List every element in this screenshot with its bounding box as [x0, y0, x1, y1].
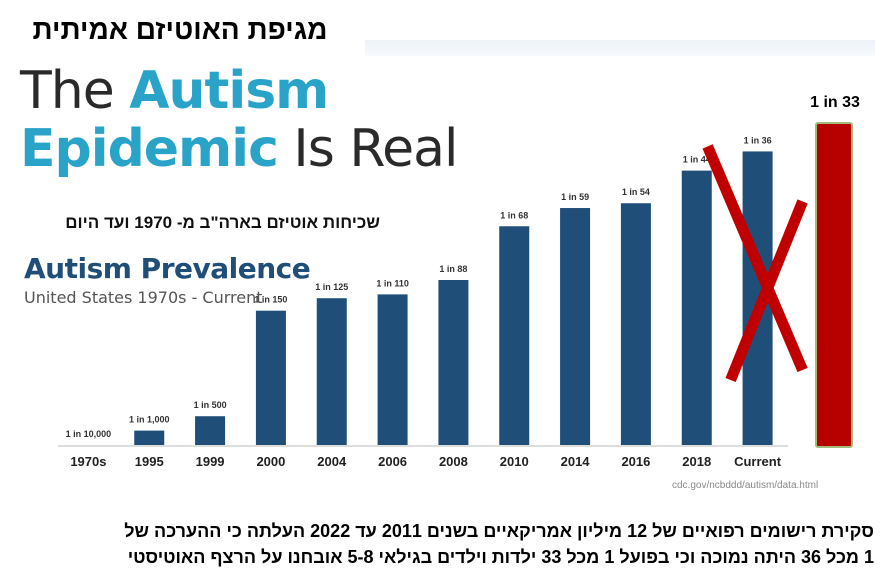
tick-labels-group: 1970s 1995 1999 2000 2004 2006 2008 2010 2014 201… [70, 454, 781, 469]
bottom-caption-line-1: סקירת רישומים רפואיים של 12 מיליון אמריק… [124, 521, 874, 541]
cross-stroke-2 [725, 199, 808, 383]
data-label-2010: 1 in 68 [500, 210, 528, 220]
headline-the: The [20, 61, 130, 121]
data-label-1999: 1 in 500 [194, 400, 227, 410]
hebrew-title: מגיפת האוטיזם אמיתית [32, 14, 328, 45]
tick-label-2006: 2006 [378, 454, 407, 469]
tick-label-current: Current [734, 454, 782, 469]
bar-2014 [560, 208, 591, 445]
bar-2004 [316, 298, 347, 445]
data-label-2018: 1 in 44 [683, 155, 711, 165]
headline: The Autism Epidemic Is Real [20, 62, 490, 178]
bar-2000 [255, 310, 286, 445]
tick-label-2004: 2004 [317, 454, 347, 469]
chart-title: Autism Prevalence [24, 252, 311, 285]
data-label-1995: 1 in 1,000 [129, 415, 170, 425]
cross-stroke-1 [702, 144, 808, 373]
source-text: cdc.gov/ncbddd/autism/data.html [672, 480, 819, 491]
tick-label-2018: 2018 [682, 454, 711, 469]
red-bar-label: 1 in 33 [810, 94, 860, 111]
tick-label-2010: 2010 [500, 454, 529, 469]
data-label-2014: 1 in 59 [561, 192, 589, 202]
data-label-2000: 1 in 150 [254, 295, 287, 305]
red-bar [815, 122, 853, 448]
bar-2008 [438, 279, 469, 445]
bar-1995 [134, 430, 165, 445]
tick-label-2014: 2014 [561, 454, 591, 469]
data-label-2004: 1 in 125 [315, 282, 348, 292]
bar-2018 [681, 170, 712, 445]
bar-1999 [195, 416, 226, 445]
data-label-current: 1 in 36 [744, 135, 772, 145]
bar-2006 [377, 294, 408, 445]
tick-label-1970s: 1970s [70, 454, 106, 469]
data-labels-group: 1 in 10,000 1 in 1,000 1 in 500 1 in 150 1 i… [66, 135, 772, 439]
headline-autism: Autism [129, 61, 329, 121]
data-label-2016: 1 in 54 [622, 187, 650, 197]
bottom-caption: סקירת רישומים רפואיים של 12 מיליון אמריק… [12, 518, 874, 570]
tick-label-1999: 1999 [196, 454, 225, 469]
bottom-caption-line-2: 1 מכל 36 היתה נמוכה וכי בפועל 1 מכל 33 י… [127, 547, 874, 567]
headline-epidemic: Epidemic [20, 119, 279, 179]
tick-label-2016: 2016 [621, 454, 650, 469]
bar-2016 [620, 203, 651, 445]
tick-label-1995: 1995 [135, 454, 164, 469]
data-label-2006: 1 in 110 [376, 278, 409, 288]
tick-label-2000: 2000 [256, 454, 285, 469]
hebrew-subtitle: שכיחות אוטיזם בארה"ב מ- 1970 ועד היום [65, 213, 380, 232]
data-label-1970s: 1 in 10,000 [66, 429, 112, 439]
bar-2010 [499, 226, 530, 445]
tick-label-2008: 2008 [439, 454, 468, 469]
top-stripe [365, 40, 875, 56]
chart-subtitle: United States 1970s - Current [24, 288, 263, 307]
bars-group [134, 151, 773, 445]
headline-is-real: Is Real [277, 119, 458, 179]
cross-out-mark [702, 144, 808, 383]
data-label-2008: 1 in 88 [439, 264, 467, 274]
